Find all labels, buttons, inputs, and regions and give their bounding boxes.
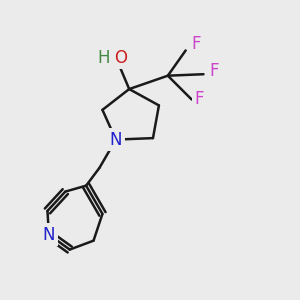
Text: H: H — [98, 49, 110, 67]
Text: F: F — [209, 62, 219, 80]
Text: F: F — [194, 91, 204, 109]
Text: F: F — [191, 35, 201, 53]
Text: O: O — [114, 49, 127, 67]
Text: N: N — [43, 226, 55, 244]
Text: N: N — [110, 130, 122, 148]
